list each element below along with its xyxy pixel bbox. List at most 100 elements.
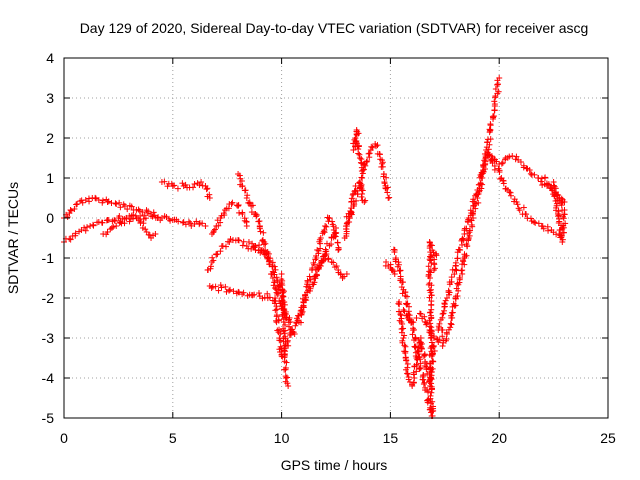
data-point bbox=[439, 343, 446, 349]
data-point-fill bbox=[281, 344, 288, 351]
data-point bbox=[213, 223, 220, 229]
data-point-fill bbox=[314, 263, 321, 270]
data-point-fill bbox=[513, 153, 520, 160]
data-point-fill bbox=[448, 321, 455, 328]
data-point-fill bbox=[272, 307, 279, 314]
data-point bbox=[396, 299, 403, 305]
data-point bbox=[259, 247, 266, 253]
data-point-fill bbox=[212, 283, 219, 290]
data-point-fill bbox=[142, 226, 149, 233]
data-point-fill bbox=[412, 343, 419, 350]
data-point-fill bbox=[554, 195, 561, 202]
x-tick-labels: 0 5 10 15 20 25 bbox=[60, 430, 616, 446]
data-point bbox=[389, 267, 396, 273]
data-point-fill bbox=[520, 164, 527, 171]
data-point-fill bbox=[445, 287, 452, 294]
data-point-fill bbox=[490, 113, 497, 120]
data-point-fill bbox=[223, 288, 230, 295]
data-point bbox=[470, 215, 477, 221]
data-point-fill bbox=[146, 232, 153, 239]
data-point bbox=[413, 315, 420, 321]
data-point-fill bbox=[179, 180, 186, 187]
data-point bbox=[443, 331, 450, 337]
data-point bbox=[208, 231, 215, 237]
data-point bbox=[304, 279, 311, 285]
data-point-fill bbox=[187, 220, 194, 227]
data-point-fill bbox=[331, 229, 338, 236]
series-spikes-13.3-13.8h bbox=[350, 128, 365, 171]
data-point-fill bbox=[397, 311, 404, 318]
data-point bbox=[89, 195, 96, 201]
data-point-fill bbox=[543, 180, 550, 187]
data-point-fill bbox=[185, 218, 192, 225]
data-point bbox=[235, 237, 242, 243]
data-point-fill bbox=[496, 169, 503, 176]
data-point bbox=[104, 217, 111, 223]
data-point-fill bbox=[490, 114, 497, 121]
data-point-fill bbox=[266, 257, 273, 264]
y-axis-label: SDTVAR / TECUs bbox=[5, 182, 21, 294]
data-point-fill bbox=[502, 185, 509, 192]
y-tick-label: -2 bbox=[42, 290, 55, 306]
data-point-fill bbox=[481, 157, 488, 164]
data-point-fill bbox=[329, 218, 336, 225]
data-point bbox=[108, 225, 115, 231]
data-point bbox=[280, 319, 287, 325]
data-point-fill bbox=[196, 182, 203, 189]
data-point-fill bbox=[239, 242, 246, 249]
data-point-fill bbox=[67, 236, 74, 243]
data-point bbox=[548, 227, 555, 233]
data-point-fill bbox=[470, 196, 477, 203]
data-point-fill bbox=[293, 319, 300, 326]
data-point bbox=[522, 211, 529, 217]
data-point-fill bbox=[537, 178, 544, 185]
data-point-fill bbox=[312, 266, 319, 273]
data-point-fill bbox=[397, 312, 404, 319]
data-point-fill bbox=[428, 376, 435, 383]
data-point-fill bbox=[427, 360, 434, 367]
data-point-fill bbox=[357, 159, 364, 166]
data-point-fill bbox=[273, 319, 280, 326]
data-point-fill bbox=[348, 205, 355, 212]
data-point-fill bbox=[482, 161, 489, 168]
data-point-fill bbox=[262, 251, 269, 258]
data-point-fill bbox=[73, 201, 80, 208]
data-point bbox=[180, 183, 187, 189]
data-point-fill bbox=[117, 204, 124, 211]
data-point bbox=[117, 219, 124, 225]
data-point bbox=[339, 275, 346, 281]
data-point bbox=[265, 251, 272, 257]
data-point-fill bbox=[217, 248, 224, 255]
y-tick-label: 0 bbox=[46, 210, 54, 226]
x-tick-label: 20 bbox=[491, 430, 507, 446]
data-point-fill bbox=[353, 197, 360, 204]
data-point bbox=[87, 223, 94, 229]
x-tick-label: 15 bbox=[383, 430, 399, 446]
data-point-fill bbox=[459, 235, 466, 242]
data-point-fill bbox=[223, 243, 230, 250]
y-tick-labels: -5 -4 -3 -2 -1 0 1 2 3 4 bbox=[42, 50, 55, 426]
data-point-fill bbox=[188, 222, 195, 229]
data-point-fill bbox=[230, 288, 237, 295]
data-point-fill bbox=[286, 323, 293, 330]
data-point-fill bbox=[439, 333, 446, 340]
data-point-fill bbox=[343, 213, 350, 220]
data-point bbox=[198, 179, 205, 185]
data-point bbox=[180, 219, 187, 225]
data-point bbox=[435, 327, 442, 333]
data-point-fill bbox=[527, 170, 534, 177]
data-point-fill bbox=[364, 158, 371, 165]
data-point-fill bbox=[500, 180, 507, 187]
data-point-fill bbox=[323, 223, 330, 230]
data-point-fill bbox=[408, 319, 415, 326]
data-point-fill bbox=[415, 348, 422, 355]
data-point-fill bbox=[281, 366, 288, 373]
data-point-fill bbox=[470, 208, 477, 215]
data-point-fill bbox=[427, 320, 434, 327]
data-point-fill bbox=[292, 322, 299, 329]
data-point-fill bbox=[553, 207, 560, 214]
data-point bbox=[359, 175, 366, 181]
data-point-fill bbox=[392, 258, 399, 265]
data-point-fill bbox=[128, 203, 135, 210]
